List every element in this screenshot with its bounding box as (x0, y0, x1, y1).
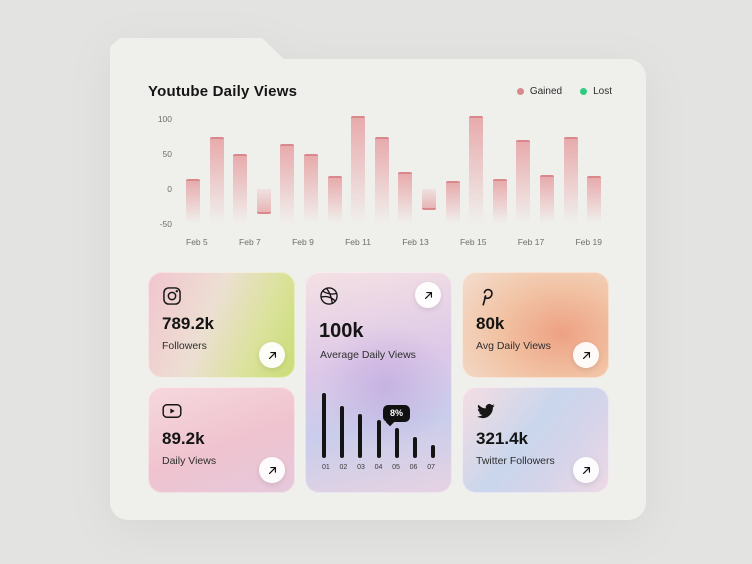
mini-chart-bar (358, 414, 363, 458)
main-chart-bar (469, 115, 484, 223)
youtube-daily-views-card[interactable]: 89.2k Daily Views (148, 387, 295, 493)
main-chart-bar (327, 176, 342, 223)
mini-x-label: 03 (357, 464, 365, 471)
x-axis-label: Feb 15 (459, 237, 487, 247)
x-axis-label: Feb 17 (517, 237, 545, 247)
tooltip-value: 8% (390, 408, 404, 418)
main-chart-bar (422, 189, 436, 210)
card-label: Twitter Followers (476, 455, 555, 467)
page-title: Youtube Daily Views (148, 83, 298, 100)
chart-legend: Gained Lost (516, 86, 612, 97)
mini-chart-tooltip: 8% (383, 405, 411, 422)
average-daily-views-card[interactable]: 100k Average Daily Views 8% 01 02 03 04 … (305, 272, 452, 493)
card-label: Followers (162, 340, 207, 352)
open-arrow-button[interactable] (259, 342, 285, 368)
y-axis-tick: 100 (157, 114, 172, 124)
chart-header: Youtube Daily Views Gained Lost (148, 83, 612, 100)
main-chart-bar (374, 136, 389, 223)
mini-chart-bar (376, 420, 381, 458)
card-value: 789.2k (162, 314, 214, 333)
stat-cards-grid: 789.2k Followers 89.2k Daily Views (148, 272, 609, 493)
x-axis-label: Feb 13 (402, 237, 429, 247)
y-axis-tick: -50 (159, 219, 172, 229)
x-axis-label: Feb 11 (345, 237, 371, 247)
y-axis-tick: 50 (162, 149, 172, 159)
main-chart-bar (445, 180, 460, 223)
chart-x-labels: Feb 5 Feb 7 Feb 9 Feb 11 Feb 13 Feb 15 F… (186, 237, 602, 247)
cards-right-column: 80k Avg Daily Views 321.4k Twitter Follo… (462, 272, 609, 493)
card-label: Daily Views (162, 455, 217, 467)
main-chart-bar (280, 143, 295, 223)
main-chart-bar (209, 136, 224, 223)
main-chart-bar (233, 154, 248, 223)
mini-chart-bars (322, 393, 435, 458)
card-label: Average Daily Views (320, 349, 416, 361)
folder-tab (110, 38, 286, 61)
main-chart-bar (351, 115, 366, 223)
card-value: 80k (476, 314, 505, 333)
mini-chart-bar (322, 393, 326, 458)
mini-chart-bar (431, 445, 435, 458)
legend-item-gained[interactable]: Gained (516, 86, 563, 97)
main-chart-bar (256, 189, 271, 214)
mini-chart-bar (340, 406, 345, 458)
mini-chart-x-labels: 01 02 03 04 05 06 07 (322, 464, 435, 471)
pinterest-icon (475, 285, 497, 307)
twitter-followers-card[interactable]: 321.4k Twitter Followers (462, 387, 609, 493)
open-arrow-button[interactable] (415, 282, 441, 308)
main-chart-bar (304, 154, 318, 223)
main-chart-bar (398, 171, 413, 223)
legend-dot-lost (580, 88, 588, 95)
x-axis-label: Feb 9 (292, 237, 314, 247)
dashboard-folder-panel: Youtube Daily Views Gained Lost 100 50 0… (110, 38, 646, 520)
cards-left-column: 789.2k Followers 89.2k Daily Views (148, 272, 295, 493)
main-chart-bar (186, 178, 200, 223)
youtube-icon (161, 400, 183, 422)
card-value: 100k (319, 320, 364, 342)
mini-x-label: 02 (339, 464, 348, 471)
card-value: 89.2k (162, 429, 205, 448)
mini-chart-bar (394, 428, 399, 458)
main-chart-bar (563, 136, 578, 223)
pinterest-avg-views-card[interactable]: 80k Avg Daily Views (462, 272, 609, 378)
mini-x-label: 06 (409, 464, 418, 471)
main-chart-bar (540, 175, 554, 223)
instagram-icon (161, 285, 183, 307)
card-value: 321.4k (476, 429, 528, 448)
legend-item-lost[interactable]: Lost (580, 86, 612, 97)
twitter-icon (475, 400, 497, 422)
open-arrow-button[interactable] (573, 342, 599, 368)
mini-x-label: 07 (427, 464, 435, 471)
mini-chart-bar (412, 437, 417, 458)
main-chart-bar (587, 176, 602, 223)
instagram-followers-card[interactable]: 789.2k Followers (148, 272, 295, 378)
x-axis-label: Feb 7 (239, 237, 261, 247)
legend-dot-gained (516, 88, 524, 95)
mini-x-label: 01 (322, 464, 330, 471)
x-axis-label: Feb 19 (575, 237, 602, 247)
x-axis-label: Feb 5 (186, 237, 208, 247)
dribbble-icon (318, 285, 340, 307)
card-label: Avg Daily Views (476, 340, 551, 352)
open-arrow-button[interactable] (573, 457, 599, 483)
mini-x-label: 05 (392, 464, 400, 471)
main-chart-bar (516, 140, 531, 223)
legend-label-gained: Gained (529, 86, 563, 97)
y-axis-tick: 0 (167, 184, 172, 194)
open-arrow-button[interactable] (259, 457, 285, 483)
legend-label-lost: Lost (593, 86, 612, 97)
mini-x-label: 04 (374, 464, 383, 471)
dashboard-panel: Youtube Daily Views Gained Lost 100 50 0… (110, 59, 646, 520)
main-chart-bar (492, 178, 507, 223)
youtube-daily-views-chart: 100 50 0 -50 Feb 5 Feb 7 Feb 9 Feb 11 Fe… (148, 114, 610, 271)
main-chart-plot (186, 115, 602, 231)
